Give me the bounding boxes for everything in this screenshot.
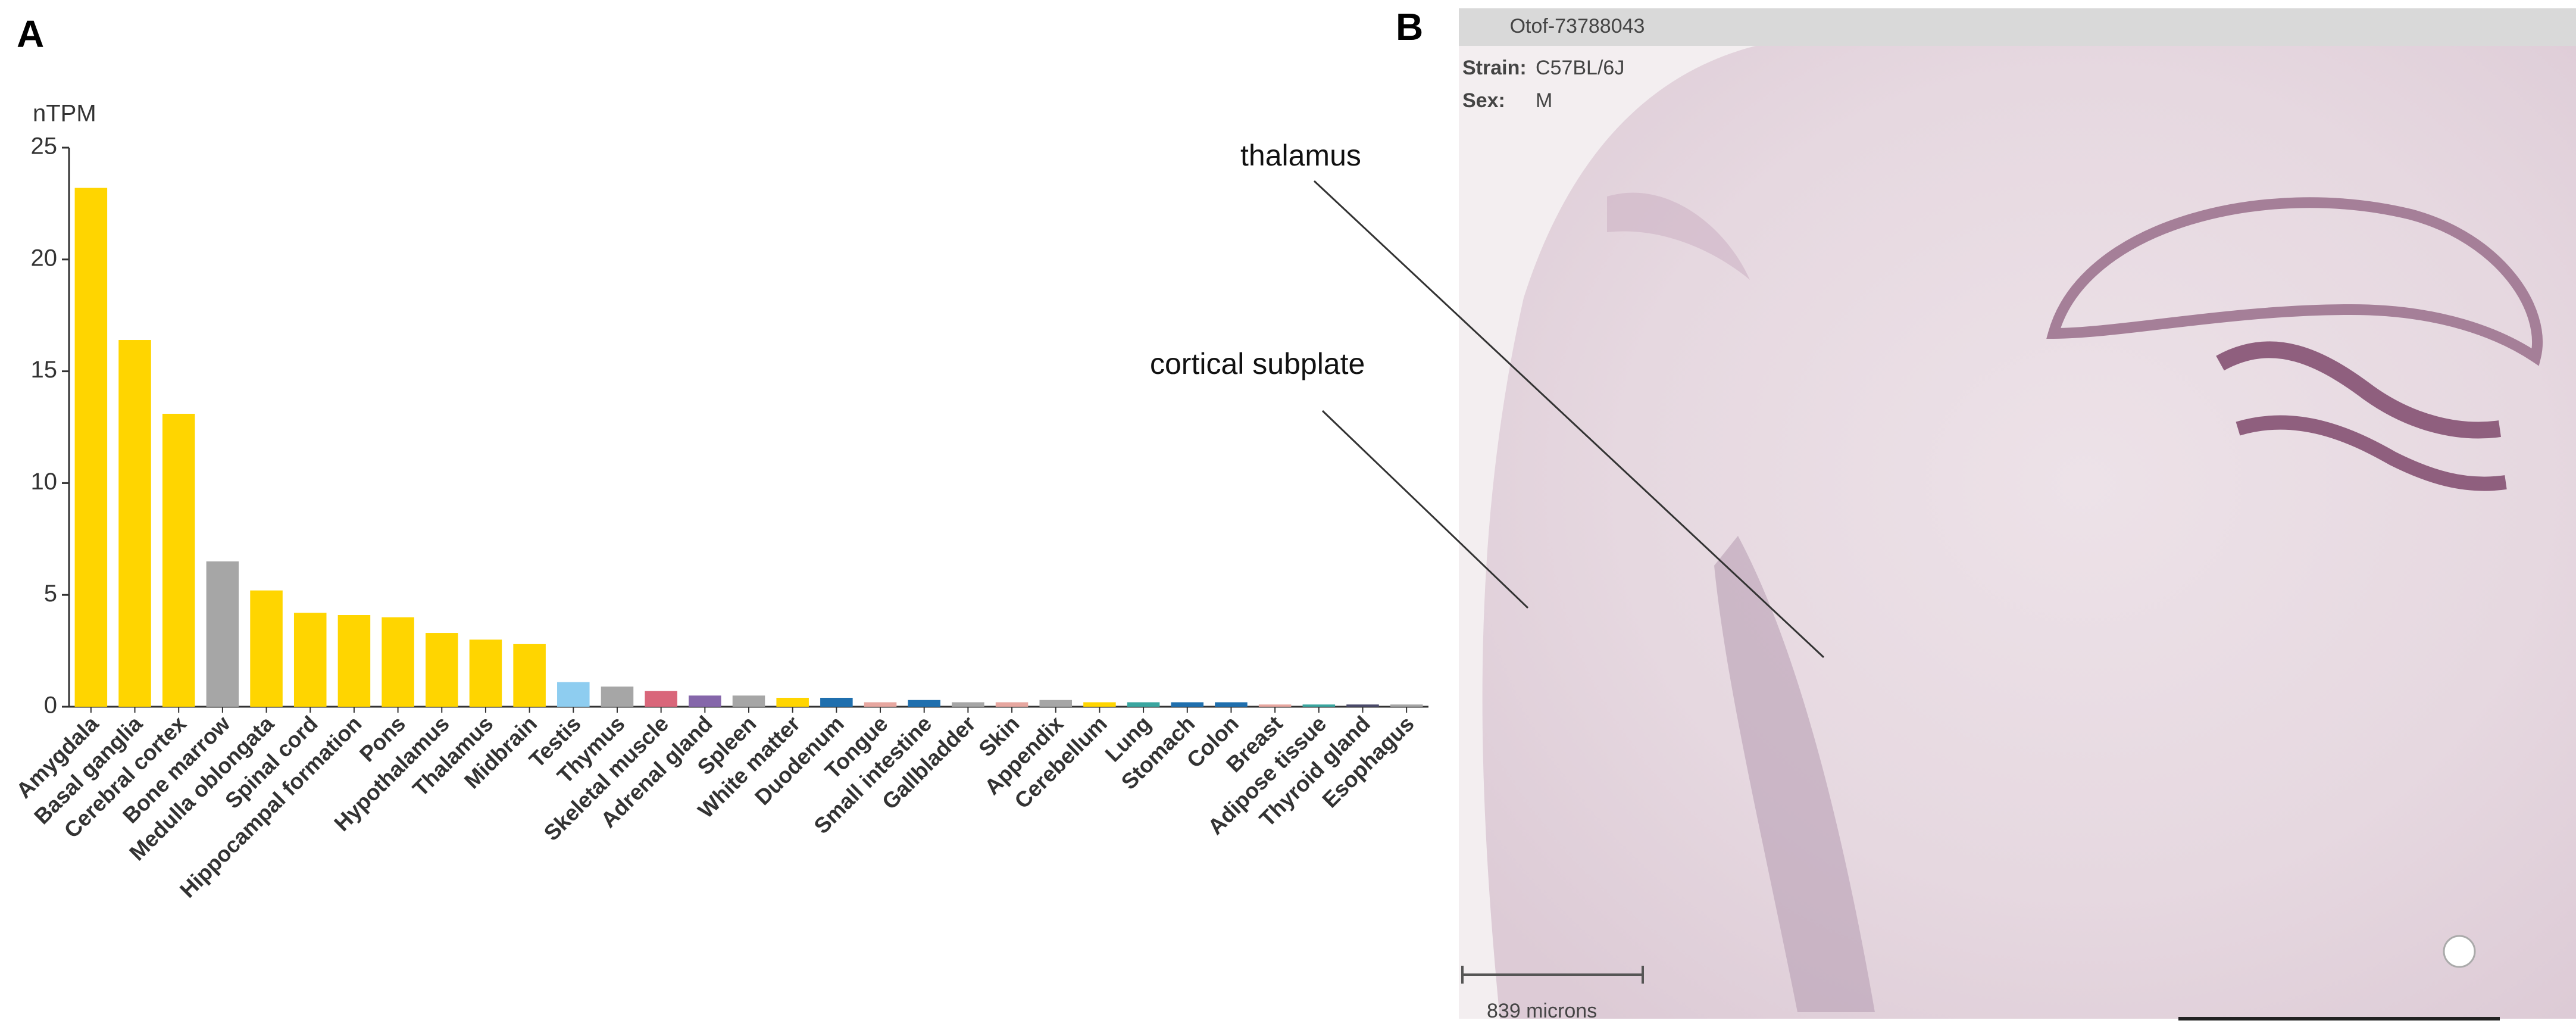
bar — [250, 590, 283, 707]
sex-label: Sex: — [1462, 89, 1505, 112]
dentate-gyrus — [2216, 341, 2501, 439]
bar — [689, 695, 721, 707]
strain-label: Strain: — [1462, 57, 1527, 79]
bar — [74, 188, 108, 707]
sex-value: M — [1536, 89, 1552, 112]
bar — [952, 702, 984, 707]
bar — [645, 691, 677, 707]
scale-bar-label: 839 microns — [1487, 1000, 1597, 1022]
y-tick-label: 25 — [31, 133, 58, 160]
bar — [1346, 704, 1379, 707]
hippocampus — [2046, 197, 2543, 366]
annotation-line — [1313, 180, 1825, 659]
bar — [1171, 702, 1204, 707]
bar — [1127, 702, 1160, 707]
microscopy-view: Otof-73788043 Strain: C57BL/6J Sex: M th… — [1150, 8, 2576, 1022]
bar — [337, 615, 371, 707]
bar — [1215, 702, 1248, 707]
panel-label: A — [17, 13, 44, 55]
bar — [293, 613, 327, 707]
bar — [382, 617, 414, 707]
dentate-gyrus — [2236, 415, 2507, 491]
image-title: Otof-73788043 — [1510, 15, 1645, 38]
bar — [469, 639, 502, 707]
scale-bar — [1461, 966, 1644, 984]
bar — [425, 633, 458, 707]
bar — [995, 702, 1028, 707]
bar — [1083, 702, 1116, 707]
marker — [2443, 935, 2476, 968]
bar — [864, 702, 897, 707]
y-tick-label: 10 — [31, 469, 58, 495]
panel-label: B — [1396, 5, 1423, 48]
bar — [118, 340, 151, 707]
bar — [513, 644, 546, 707]
bar — [162, 413, 195, 707]
bar — [601, 686, 634, 707]
bar — [732, 695, 765, 707]
annotation-line — [1321, 410, 1529, 609]
bar — [776, 697, 809, 707]
bar — [1302, 704, 1336, 707]
subplate-stain — [1714, 536, 1875, 1012]
bar — [820, 697, 853, 707]
y-tick-label: 0 — [44, 692, 57, 719]
header-bar — [1459, 8, 2576, 46]
y-tick-label: 15 — [31, 357, 58, 383]
bar — [908, 700, 940, 707]
y-tick-label: 5 — [44, 581, 57, 607]
annotation: cortical subplate — [1150, 347, 1365, 380]
y-tick-label: 20 — [31, 245, 58, 271]
brain-section — [1482, 46, 2576, 1019]
bar — [1039, 700, 1073, 707]
y-axis-label: nTPM — [33, 101, 96, 127]
bar — [1258, 704, 1292, 707]
annotation: thalamus — [1240, 139, 1361, 172]
cortex-stain — [1607, 192, 1750, 280]
strain-value: C57BL/6J — [1536, 57, 1624, 79]
bar — [1390, 704, 1423, 707]
bar — [206, 561, 239, 707]
bar — [557, 682, 590, 707]
